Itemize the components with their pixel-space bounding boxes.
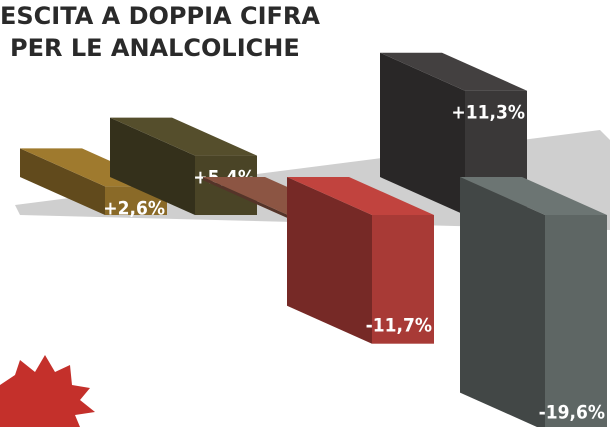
bar [545, 215, 607, 427]
bar-top [287, 177, 434, 215]
bar-side [460, 177, 545, 427]
starburst [0, 355, 95, 427]
bar-side [110, 117, 195, 215]
value-label: -11,7% [366, 315, 432, 337]
bar-top [110, 117, 257, 156]
value-label: -19,6% [539, 402, 605, 424]
bar-top [460, 177, 607, 215]
bar-side [20, 148, 105, 215]
bar-side [380, 52, 465, 216]
bar [372, 215, 434, 344]
value-label: +2,6% [103, 197, 165, 219]
chart-title: ESCITA A DOPPIA CIFRA [0, 2, 320, 30]
chart-title: PER LE ANALCOLICHE [10, 34, 300, 62]
value-label: +11,3% [451, 102, 525, 124]
bar-top [380, 52, 527, 91]
bars: +2,6%+5,4%-0,3%-11,7%+11,3%-19,6% [20, 52, 607, 427]
bar-side [287, 177, 372, 344]
bar-side [203, 177, 288, 219]
